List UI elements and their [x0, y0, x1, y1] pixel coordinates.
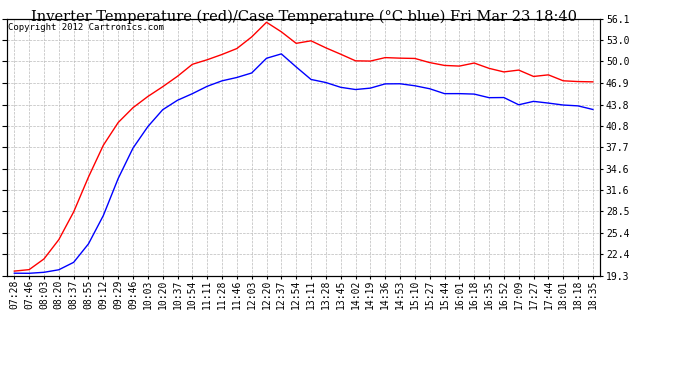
Text: Inverter Temperature (red)/Case Temperature (°C blue) Fri Mar 23 18:40: Inverter Temperature (red)/Case Temperat…	[30, 9, 577, 24]
Text: Copyright 2012 Cartronics.com: Copyright 2012 Cartronics.com	[8, 22, 164, 32]
